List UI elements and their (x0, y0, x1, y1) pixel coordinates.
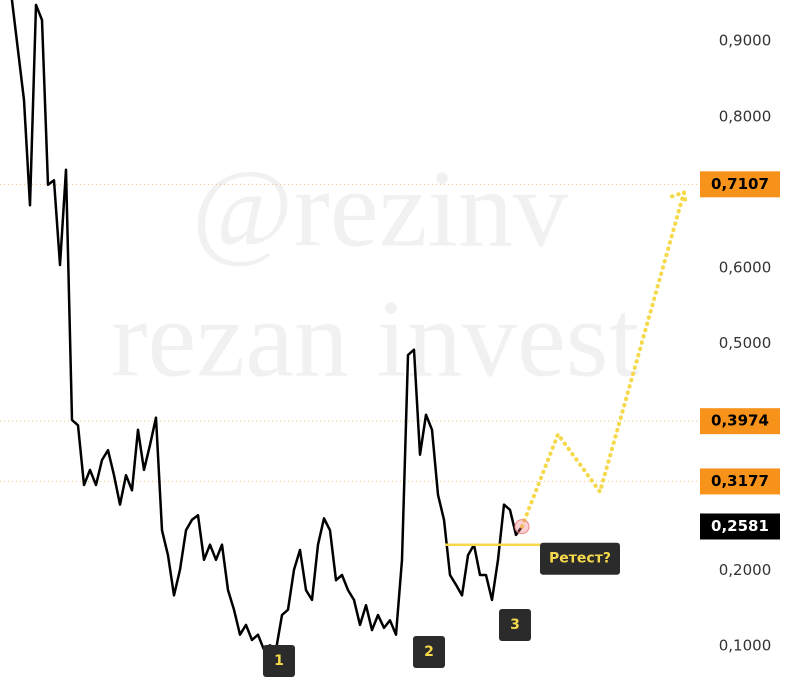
price-line (520, 190, 686, 529)
marker-label: 2 (424, 644, 434, 660)
level-label: 0,3177 (711, 472, 769, 490)
level-label: 0,3974 (711, 412, 769, 430)
level-label-box (700, 408, 780, 435)
y-tick-label: 0,5000 (719, 334, 772, 352)
watermark: @rezinv (192, 147, 568, 269)
marker-box (263, 645, 295, 677)
current-price-box (700, 513, 780, 540)
marker-box (499, 609, 531, 641)
last-point (514, 519, 530, 535)
marker-label: 1 (274, 653, 284, 669)
current-price-label: 0,2581 (711, 517, 769, 535)
level-label: 0,7107 (711, 175, 769, 193)
marker-box (413, 636, 445, 668)
retest-label: Ретест? (549, 551, 611, 567)
level-label-box (700, 171, 780, 198)
marker-label: 3 (510, 617, 520, 633)
watermark: rezan invest (111, 277, 639, 399)
y-tick-label: 0,9000 (719, 32, 772, 50)
y-tick-label: 0,8000 (719, 107, 772, 125)
arrow-head (670, 189, 688, 208)
retest-box (540, 542, 620, 575)
y-tick-label: 0,2000 (719, 561, 772, 579)
y-tick-label: 0,6000 (719, 259, 772, 277)
y-tick-label: 0,1000 (719, 637, 772, 655)
level-label-box (700, 468, 780, 495)
